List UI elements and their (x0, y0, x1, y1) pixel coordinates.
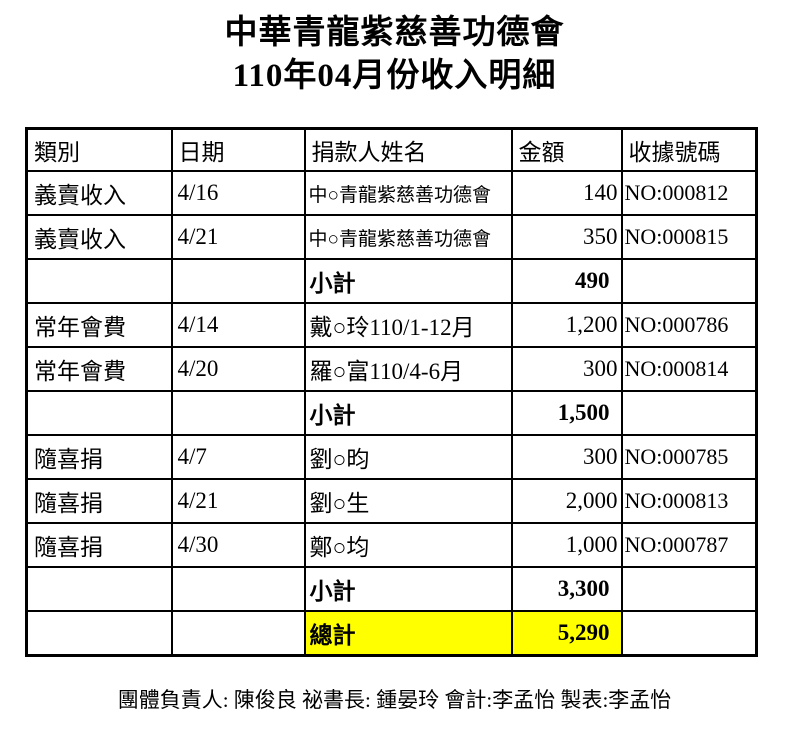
date-cell: 4/30 (170, 522, 306, 568)
amount-cell: 5,290 (510, 610, 623, 657)
table-header-row: 類別 日期 捐款人姓名 金額 收據號碼 (25, 127, 758, 172)
date-cell: 4/14 (170, 302, 306, 348)
category-cell: 隨喜捐 (25, 478, 173, 524)
amount-cell: 490 (510, 258, 623, 304)
table-row: 常年會費 4/20 羅○富110/4-6月 300 NO:000814 (25, 346, 758, 392)
org-name-title: 中華青龍紫慈善功德會 (224, 15, 565, 51)
receipt-cell: NO:000812 (620, 170, 758, 216)
report-title: 110年04月份收入明細 (232, 58, 557, 94)
date-cell: 4/16 (170, 170, 306, 216)
table-body: 義賣收入 4/16 中○青龍紫慈善功德會 140 NO:000812 義賣收入 … (25, 170, 758, 657)
receipt-cell: NO:000787 (620, 522, 758, 568)
receipt-cell (620, 610, 758, 657)
date-cell: 4/20 (170, 346, 306, 392)
date-cell: 4/21 (170, 214, 306, 260)
footer-signatures: 團體負責人: 陳俊良 祕書長: 鍾晏玲 會計:李孟怡 製表:李孟怡 (117, 688, 672, 712)
col-header-donor: 捐款人姓名 (303, 127, 513, 172)
donor-cell: 劉○昀 (303, 434, 513, 480)
table-row: 小計 3,300 (25, 566, 758, 612)
donor-cell: 小計 (303, 258, 513, 304)
document-title: 中華青龍紫慈善功德會 110年04月份收入明細 (0, 0, 789, 98)
amount-cell: 1,500 (510, 390, 623, 436)
date-cell: 4/21 (170, 478, 306, 524)
amount-cell: 140 (510, 170, 623, 216)
col-header-receipt: 收據號碼 (620, 127, 758, 172)
donor-cell: 小計 (303, 390, 513, 436)
amount-cell: 2,000 (510, 478, 623, 524)
date-cell (170, 258, 306, 304)
receipt-cell (620, 258, 758, 304)
receipt-cell: NO:000786 (620, 302, 758, 348)
donor-cell: 總計 (303, 610, 513, 657)
receipt-cell (620, 566, 758, 612)
income-table: 類別 日期 捐款人姓名 金額 收據號碼 義賣收入 4/16 中○青龍紫慈善功德會… (25, 127, 758, 657)
category-cell: 隨喜捐 (25, 522, 173, 568)
category-cell: 義賣收入 (25, 214, 173, 260)
category-cell: 常年會費 (25, 302, 173, 348)
table-row: 隨喜捐 4/21 劉○生 2,000 NO:000813 (25, 478, 758, 524)
category-cell: 隨喜捐 (25, 434, 173, 480)
date-cell (170, 610, 306, 657)
table-row: 義賣收入 4/16 中○青龍紫慈善功德會 140 NO:000812 (25, 170, 758, 216)
amount-cell: 1,200 (510, 302, 623, 348)
date-cell: 4/7 (170, 434, 306, 480)
donor-cell: 小計 (303, 566, 513, 612)
table-row: 隨喜捐 4/30 鄭○均 1,000 NO:000787 (25, 522, 758, 568)
col-header-date: 日期 (170, 127, 306, 172)
donor-cell: 劉○生 (303, 478, 513, 524)
category-cell (25, 566, 173, 612)
amount-cell: 350 (510, 214, 623, 260)
donor-cell: 中○青龍紫慈善功德會 (303, 170, 513, 216)
date-cell (170, 390, 306, 436)
receipt-cell: NO:000785 (620, 434, 758, 480)
table-row: 總計 5,290 (25, 610, 758, 657)
category-cell: 常年會費 (25, 346, 173, 392)
category-cell (25, 258, 173, 304)
amount-cell: 3,300 (510, 566, 623, 612)
donor-cell: 中○青龍紫慈善功德會 (303, 214, 513, 260)
donor-cell: 鄭○均 (303, 522, 513, 568)
col-header-category: 類別 (25, 127, 173, 172)
table-row: 小計 490 (25, 258, 758, 304)
category-cell (25, 390, 173, 436)
category-cell: 義賣收入 (25, 170, 173, 216)
category-cell (25, 610, 173, 657)
table-row: 義賣收入 4/21 中○青龍紫慈善功德會 350 NO:000815 (25, 214, 758, 260)
receipt-cell: NO:000814 (620, 346, 758, 392)
donor-cell: 戴○玲110/1-12月 (303, 302, 513, 348)
col-header-amount: 金額 (510, 127, 623, 172)
date-cell (170, 566, 306, 612)
receipt-cell: NO:000813 (620, 478, 758, 524)
amount-cell: 1,000 (510, 522, 623, 568)
table-row: 小計 1,500 (25, 390, 758, 436)
receipt-cell (620, 390, 758, 436)
donor-cell: 羅○富110/4-6月 (303, 346, 513, 392)
amount-cell: 300 (510, 434, 623, 480)
receipt-cell: NO:000815 (620, 214, 758, 260)
table-row: 隨喜捐 4/7 劉○昀 300 NO:000785 (25, 434, 758, 480)
table-row: 常年會費 4/14 戴○玲110/1-12月 1,200 NO:000786 (25, 302, 758, 348)
amount-cell: 300 (510, 346, 623, 392)
